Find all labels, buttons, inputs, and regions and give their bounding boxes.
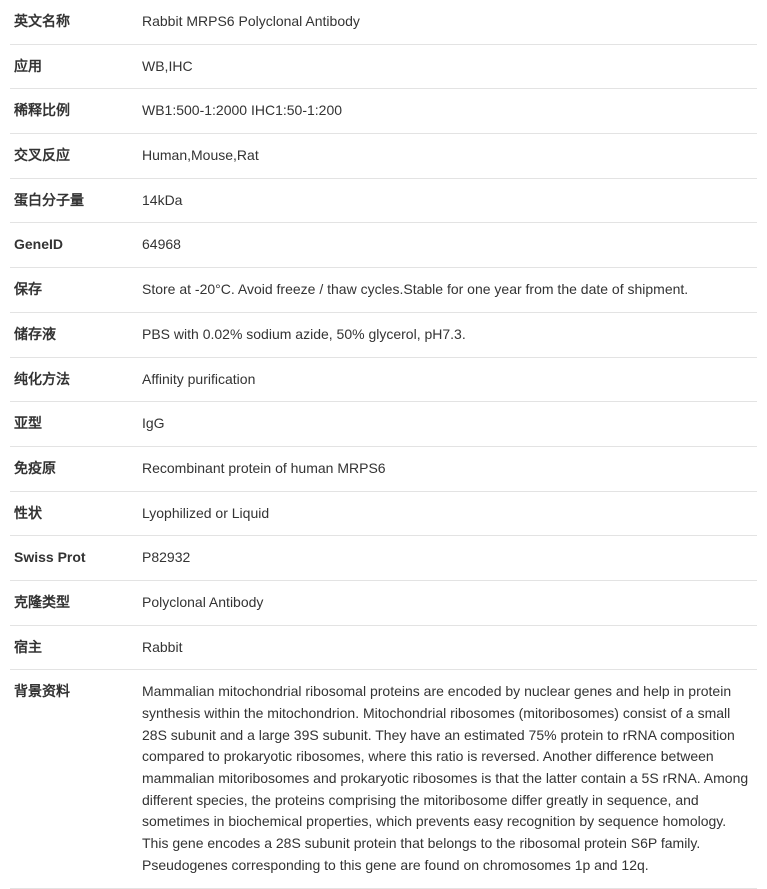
row-label: 储存液 [10,312,138,357]
row-value: Recombinant protein of human MRPS6 [138,446,757,491]
row-value: Human,Mouse,Rat [138,134,757,179]
row-value: Mammalian mitochondrial ribosomal protei… [138,670,757,888]
row-value: Lyophilized or Liquid [138,491,757,536]
row-value: Rabbit MRPS6 Polyclonal Antibody [138,0,757,44]
spec-table: 英文名称Rabbit MRPS6 Polyclonal Antibody应用WB… [10,0,757,889]
table-row: 免疫原Recombinant protein of human MRPS6 [10,446,757,491]
table-row: 英文名称Rabbit MRPS6 Polyclonal Antibody [10,0,757,44]
table-row: 交叉反应Human,Mouse,Rat [10,134,757,179]
table-row: 纯化方法Affinity purification [10,357,757,402]
row-label: 交叉反应 [10,134,138,179]
row-label: 稀释比例 [10,89,138,134]
row-label: GeneID [10,223,138,268]
table-row: 性状Lyophilized or Liquid [10,491,757,536]
row-value: Polyclonal Antibody [138,580,757,625]
row-value: WB1:500-1:2000 IHC1:50-1:200 [138,89,757,134]
row-value: P82932 [138,536,757,581]
row-value: 14kDa [138,178,757,223]
table-row: 宿主Rabbit [10,625,757,670]
row-value: PBS with 0.02% sodium azide, 50% glycero… [138,312,757,357]
row-label: Swiss Prot [10,536,138,581]
table-row: 克隆类型Polyclonal Antibody [10,580,757,625]
table-row: 应用WB,IHC [10,44,757,89]
row-label: 纯化方法 [10,357,138,402]
row-label: 英文名称 [10,0,138,44]
spec-table-body: 英文名称Rabbit MRPS6 Polyclonal Antibody应用WB… [10,0,757,888]
row-label: 免疫原 [10,446,138,491]
row-label: 宿主 [10,625,138,670]
row-value: Store at -20°C. Avoid freeze / thaw cycl… [138,268,757,313]
table-row: Swiss ProtP82932 [10,536,757,581]
row-value: WB,IHC [138,44,757,89]
table-row: 稀释比例WB1:500-1:2000 IHC1:50-1:200 [10,89,757,134]
row-label: 亚型 [10,402,138,447]
row-label: 蛋白分子量 [10,178,138,223]
row-value: IgG [138,402,757,447]
table-row: 背景资料Mammalian mitochondrial ribosomal pr… [10,670,757,888]
row-label: 克隆类型 [10,580,138,625]
row-label: 背景资料 [10,670,138,888]
table-row: 保存Store at -20°C. Avoid freeze / thaw cy… [10,268,757,313]
row-value: Rabbit [138,625,757,670]
table-row: 储存液PBS with 0.02% sodium azide, 50% glyc… [10,312,757,357]
table-row: 亚型IgG [10,402,757,447]
row-value: Affinity purification [138,357,757,402]
row-label: 性状 [10,491,138,536]
row-label: 应用 [10,44,138,89]
table-row: 蛋白分子量14kDa [10,178,757,223]
row-value: 64968 [138,223,757,268]
table-row: GeneID64968 [10,223,757,268]
row-label: 保存 [10,268,138,313]
